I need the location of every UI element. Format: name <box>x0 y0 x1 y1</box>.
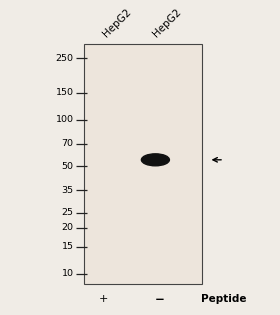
Text: 15: 15 <box>62 242 74 251</box>
Text: −: − <box>155 293 165 306</box>
Text: 25: 25 <box>62 208 74 217</box>
Text: +: + <box>99 294 108 304</box>
Text: 70: 70 <box>62 139 74 148</box>
Bar <box>84 44 202 284</box>
Text: 150: 150 <box>56 88 74 97</box>
Text: 250: 250 <box>56 54 74 63</box>
Text: 10: 10 <box>62 269 74 278</box>
Text: 100: 100 <box>56 115 74 124</box>
Text: 20: 20 <box>62 223 74 232</box>
Text: HepG2: HepG2 <box>151 7 183 39</box>
Text: Peptide: Peptide <box>201 294 247 304</box>
Text: 35: 35 <box>62 186 74 195</box>
Text: HepG2: HepG2 <box>101 7 133 39</box>
Text: 50: 50 <box>62 162 74 171</box>
Ellipse shape <box>141 154 169 166</box>
